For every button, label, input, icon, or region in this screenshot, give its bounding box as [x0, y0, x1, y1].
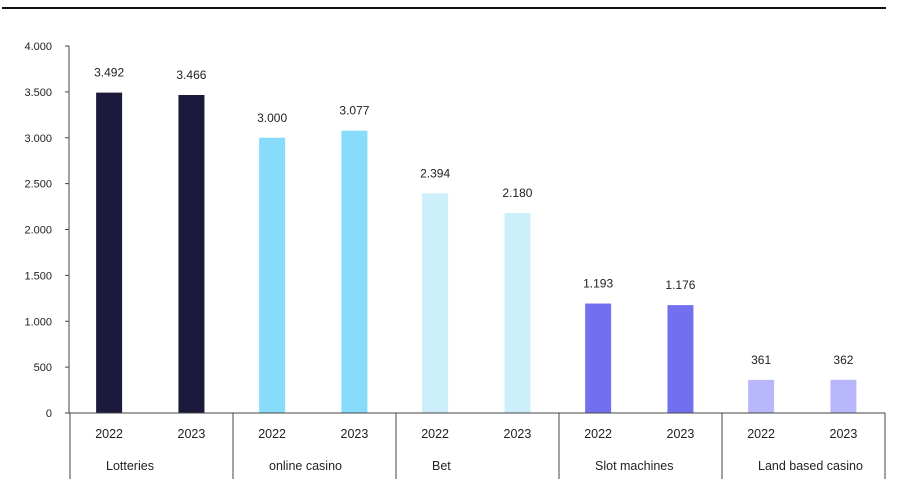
y-tick-label: 0: [46, 408, 52, 420]
bar-value-label: 3.492: [94, 66, 124, 80]
category-label: Land based casino: [758, 459, 863, 473]
y-tick-label: 1.000: [24, 316, 52, 328]
bar-value-label: 2.394: [420, 166, 450, 180]
bar-value-label: 361: [751, 353, 771, 367]
bar: [830, 379, 857, 413]
x-axis: 2022 2023 Lotteries 2022 2023 online casino 20…: [69, 412, 886, 479]
bar: [667, 305, 694, 413]
y-tick-label: 2.500: [24, 179, 52, 191]
bars: [96, 92, 857, 414]
bar: [748, 379, 775, 413]
bar-value-label: 3.077: [339, 104, 369, 118]
y-tick-label: 2.000: [24, 225, 52, 237]
year-label: 2022: [584, 427, 612, 441]
bar: [259, 137, 286, 413]
category-label: Lotteries: [106, 459, 154, 473]
year-label: 2022: [258, 427, 286, 441]
bar-value-label: 2.180: [502, 186, 532, 200]
year-label: 2023: [667, 427, 695, 441]
bar-value-label: 362: [833, 353, 853, 367]
bar-value-label: 3.000: [257, 111, 287, 125]
y-tick-label: 1.500: [24, 270, 52, 282]
year-label: 2023: [504, 427, 532, 441]
y-tick-label: 4.000: [24, 41, 52, 53]
y-tick-label: 3.000: [24, 133, 52, 145]
bar: [504, 212, 531, 413]
bar: [96, 92, 123, 413]
year-label: 2022: [747, 427, 775, 441]
bar-value-label: 3.466: [176, 68, 206, 82]
category-label: Slot machines: [595, 459, 674, 473]
category-label: online casino: [269, 459, 342, 473]
y-axis: 0 500 1.000 1.500 2.000 2.500 3.000 3.500 4.000: [24, 41, 70, 420]
year-label: 2023: [341, 427, 369, 441]
y-tick-label: 3.500: [24, 87, 52, 99]
data-labels: 3.492 3.466 3.000 3.077 2.394 2.180 1.193 1.176…: [94, 66, 854, 367]
category-label: Bet: [432, 459, 451, 473]
bar: [422, 193, 449, 413]
year-label: 2023: [830, 427, 858, 441]
bar: [178, 94, 205, 413]
bar: [341, 130, 368, 414]
y-tick-label: 500: [34, 362, 52, 374]
year-label: 2022: [95, 427, 123, 441]
year-label: 2023: [178, 427, 206, 441]
bar-value-label: 1.176: [665, 278, 695, 292]
year-label: 2022: [421, 427, 449, 441]
bar: [585, 303, 612, 413]
bar-value-label: 1.193: [583, 277, 613, 291]
